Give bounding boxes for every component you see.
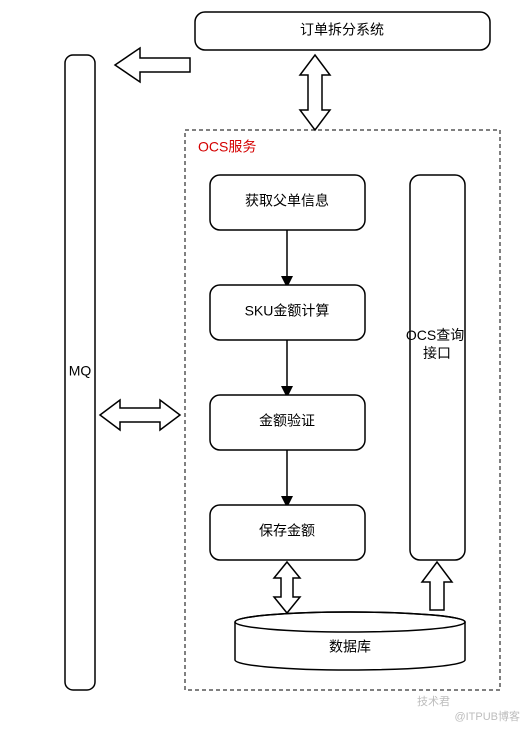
arrow-step2-step3 (281, 340, 293, 398)
node-mq-label: MQ (69, 363, 92, 379)
watermark2: 技术君 (417, 695, 450, 708)
node-ocs-query (410, 175, 465, 560)
node-step3-label: 金额验证 (259, 413, 315, 429)
arrow-top-to-mq (115, 48, 190, 82)
diagram-canvas: 订单拆分系统 MQ OCS服务 获取父单信息 SKU金额计算 金额验证 保存金额… (0, 0, 529, 733)
arrow-mq-to-ocs (100, 400, 180, 430)
arrow-step4-to-db (274, 562, 300, 613)
node-step4-label: 保存金额 (259, 523, 315, 539)
arrow-db-to-ocsquery (422, 562, 452, 610)
node-database: 数据库 (235, 612, 465, 670)
arrow-top-to-ocs (300, 55, 330, 130)
arrow-step3-step4 (281, 450, 293, 508)
arrow-step1-step2 (281, 230, 293, 288)
watermark: @ITPUB博客 (454, 709, 520, 723)
node-database-label: 数据库 (329, 639, 371, 655)
node-step2-label: SKU金额计算 (245, 303, 330, 319)
node-step1-label: 获取父单信息 (245, 193, 329, 209)
node-top-system-label: 订单拆分系统 (300, 22, 384, 38)
node-ocs-service-label: OCS服务 (198, 139, 256, 155)
